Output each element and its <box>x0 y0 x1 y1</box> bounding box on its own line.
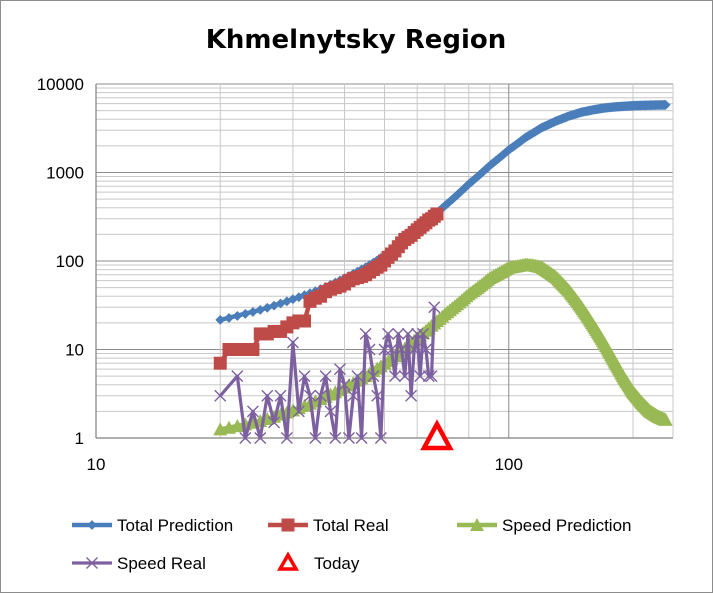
data-point <box>329 432 342 444</box>
data-point <box>347 389 360 402</box>
chart-title: Khmelnytsky Region <box>206 25 507 55</box>
data-point <box>240 309 251 319</box>
data-point <box>422 370 435 383</box>
y-tick-label: 100 <box>56 252 84 271</box>
data-point <box>298 314 312 328</box>
data-point <box>298 370 311 383</box>
data-point <box>417 327 430 340</box>
legend-item: Speed Prediction <box>457 516 631 535</box>
legend-marker <box>276 551 300 571</box>
data-point <box>359 327 372 340</box>
data-point <box>419 343 432 356</box>
data-point <box>414 370 427 383</box>
axes <box>95 84 673 439</box>
legend-label: Today <box>314 554 360 573</box>
data-point <box>239 432 252 444</box>
data-point <box>254 432 267 444</box>
data-point <box>388 370 401 383</box>
y-tick-label: 1 <box>75 429 84 448</box>
data-point <box>246 405 259 418</box>
data-point <box>382 327 395 340</box>
series-total-real <box>213 207 444 370</box>
data-point <box>657 412 672 426</box>
data-point <box>367 370 380 383</box>
series-layer <box>213 100 673 451</box>
series-line <box>219 307 436 440</box>
y-tick-label: 10000 <box>37 75 84 94</box>
legend: Total Prediction Total Real Speed Predicti… <box>72 516 631 573</box>
data-point <box>408 343 421 356</box>
data-point <box>215 314 226 325</box>
data-point <box>401 327 414 340</box>
data-point <box>292 405 305 418</box>
x-tick-label: 10 <box>87 455 106 474</box>
y-tick-label: 1000 <box>46 164 84 183</box>
data-point <box>351 370 364 383</box>
legend-item: Today <box>276 551 360 573</box>
data-point <box>342 432 355 444</box>
data-point <box>660 100 670 110</box>
data-point <box>304 389 317 402</box>
series-today <box>420 419 454 451</box>
data-point <box>374 432 387 444</box>
y-tick-label: 10 <box>65 341 84 360</box>
data-point <box>355 432 368 444</box>
data-point <box>420 419 454 451</box>
data-point <box>398 370 411 383</box>
data-point <box>231 370 244 383</box>
data-point <box>385 343 398 356</box>
data-point <box>430 207 444 221</box>
x-tick-label: 100 <box>495 455 523 474</box>
data-point <box>213 356 227 370</box>
data-point <box>281 296 292 307</box>
legend-item: Total Real <box>268 516 389 535</box>
data-point <box>280 432 293 444</box>
data-point <box>338 378 351 391</box>
legend-item: Total Prediction <box>72 516 233 535</box>
legend-item: Speed Real <box>72 554 206 573</box>
legend-label: Speed Real <box>117 554 206 573</box>
legend-label: Speed Prediction <box>502 516 631 535</box>
data-point <box>255 305 266 315</box>
data-point <box>405 389 418 402</box>
data-point <box>224 312 234 323</box>
data-point <box>314 389 327 402</box>
data-point <box>333 363 346 376</box>
data-point <box>246 343 260 356</box>
data-point <box>395 343 408 356</box>
data-point <box>425 370 438 383</box>
data-point <box>363 343 376 356</box>
data-point <box>248 307 258 317</box>
data-point <box>428 301 441 314</box>
legend-marker <box>470 518 484 531</box>
legend-marker <box>281 518 295 532</box>
data-point <box>392 327 405 340</box>
data-point <box>411 327 424 340</box>
data-point <box>274 389 287 402</box>
data-point <box>268 416 281 429</box>
data-point <box>261 389 274 402</box>
legend-label: Total Prediction <box>117 516 233 535</box>
data-point <box>371 389 384 402</box>
legend-marker <box>86 557 98 569</box>
data-point <box>324 405 337 418</box>
legend-marker <box>87 520 97 530</box>
data-point <box>214 389 227 402</box>
data-point <box>309 432 322 444</box>
data-point <box>319 370 332 383</box>
series-speed-real <box>214 301 441 444</box>
data-point <box>232 311 243 321</box>
data-point <box>286 336 299 349</box>
legend-label: Total Real <box>313 516 389 535</box>
